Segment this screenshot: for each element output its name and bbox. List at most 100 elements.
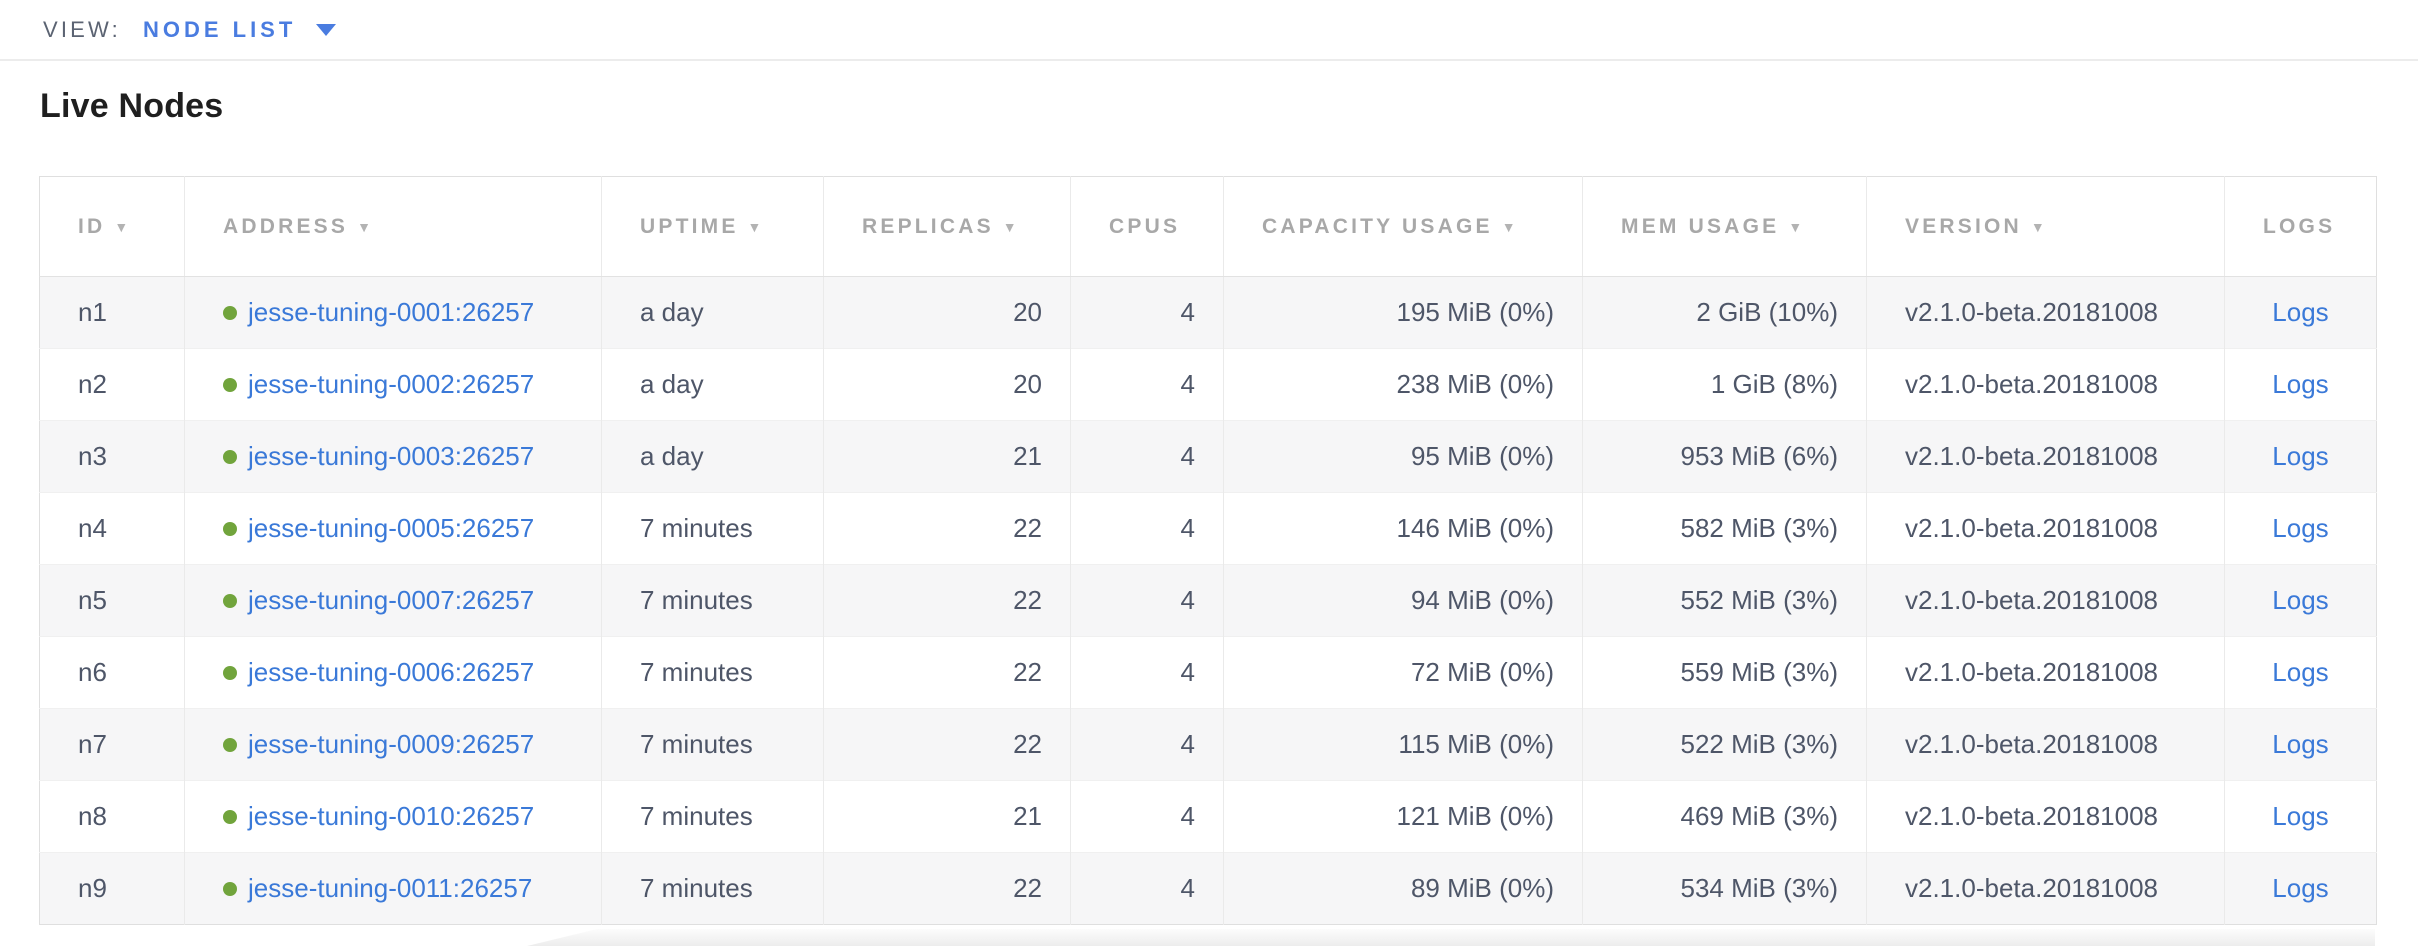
version-cell: v2.1.0-beta.20181008 [1866, 420, 2225, 493]
logs-link[interactable]: Logs [2272, 369, 2329, 399]
cpus-cell: 4 [1070, 564, 1224, 637]
logs-cell: Logs [2224, 492, 2377, 565]
column-header-id[interactable]: ID ▼ [39, 176, 185, 277]
mem-usage-cell: 2 GiB (10%) [1582, 276, 1867, 349]
uptime-cell: 7 minutes [601, 708, 824, 781]
node-live-status-icon [223, 737, 237, 752]
logs-cell: Logs [2224, 708, 2377, 781]
cpus-cell: 4 [1070, 780, 1224, 853]
uptime-cell: 7 minutes [601, 636, 824, 709]
sort-arrow-icon: ▼ [114, 218, 132, 235]
column-header-logs: LOGS [2224, 176, 2377, 277]
column-header-address[interactable]: ADDRESS ▼ [184, 176, 602, 277]
sort-arrow-icon: ▼ [747, 218, 765, 235]
node-id-cell: n1 [39, 276, 185, 349]
node-live-status-icon [223, 593, 237, 608]
version-cell: v2.1.0-beta.20181008 [1866, 564, 2225, 637]
uptime-cell: 7 minutes [601, 852, 824, 925]
table-row: n3 jesse-tuning-0003:26257 a day 21 4 95… [39, 420, 2377, 493]
mem-usage-cell: 534 MiB (3%) [1582, 852, 1867, 925]
bottom-edge-shadow [527, 929, 2375, 946]
capacity-usage-cell: 95 MiB (0%) [1223, 420, 1583, 493]
replicas-cell: 22 [823, 708, 1071, 781]
replicas-cell: 22 [823, 564, 1071, 637]
node-live-status-icon [223, 665, 237, 680]
view-selected-value[interactable]: NODE LIST [142, 16, 297, 42]
node-address-link[interactable]: jesse-tuning-0001:26257 [248, 297, 535, 327]
mem-usage-cell: 552 MiB (3%) [1582, 564, 1867, 637]
table-row: n6 jesse-tuning-0006:26257 7 minutes 22 … [39, 636, 2377, 709]
capacity-usage-cell: 238 MiB (0%) [1223, 348, 1583, 421]
node-address-cell: jesse-tuning-0002:26257 [184, 348, 602, 421]
uptime-cell: 7 minutes [601, 564, 824, 637]
node-id-cell: n9 [39, 852, 185, 925]
sort-arrow-icon: ▼ [1501, 218, 1519, 235]
uptime-cell: a day [601, 420, 824, 493]
node-address-link[interactable]: jesse-tuning-0009:26257 [248, 729, 535, 759]
logs-link[interactable]: Logs [2272, 873, 2329, 903]
replicas-cell: 20 [823, 348, 1071, 421]
node-live-status-icon [223, 377, 237, 392]
live-nodes-table: ID ▼ ADDRESS ▼ UPTIME ▼ REPLICAS ▼ CPUS [39, 176, 2418, 925]
uptime-cell: a day [601, 348, 824, 421]
logs-cell: Logs [2224, 852, 2377, 925]
logs-cell: Logs [2224, 420, 2377, 493]
logs-link[interactable]: Logs [2272, 801, 2329, 831]
node-address-link[interactable]: jesse-tuning-0005:26257 [248, 513, 535, 543]
node-address-link[interactable]: jesse-tuning-0002:26257 [248, 369, 535, 399]
mem-usage-cell: 522 MiB (3%) [1582, 708, 1867, 781]
cpus-cell: 4 [1070, 636, 1224, 709]
sort-arrow-icon: ▼ [357, 218, 375, 235]
replicas-cell: 22 [823, 492, 1071, 565]
node-address-cell: jesse-tuning-0001:26257 [184, 276, 602, 349]
version-cell: v2.1.0-beta.20181008 [1866, 780, 2225, 853]
view-bar: VIEW: NODE LIST [0, 0, 2418, 61]
logs-link[interactable]: Logs [2272, 513, 2329, 543]
node-address-link[interactable]: jesse-tuning-0003:26257 [248, 441, 535, 471]
logs-link[interactable]: Logs [2272, 441, 2329, 471]
cpus-cell: 4 [1070, 708, 1224, 781]
column-header-capacity-usage[interactable]: CAPACITY USAGE ▼ [1223, 176, 1583, 277]
mem-usage-cell: 469 MiB (3%) [1582, 780, 1867, 853]
mem-usage-cell: 1 GiB (8%) [1582, 348, 1867, 421]
node-id-cell: n5 [39, 564, 185, 637]
sort-arrow-icon: ▼ [1002, 218, 1020, 235]
column-header-version[interactable]: VERSION ▼ [1866, 176, 2225, 277]
logs-link[interactable]: Logs [2272, 297, 2329, 327]
node-address-link[interactable]: jesse-tuning-0011:26257 [248, 873, 533, 903]
column-header-uptime[interactable]: UPTIME ▼ [601, 176, 824, 277]
capacity-usage-cell: 72 MiB (0%) [1223, 636, 1583, 709]
uptime-cell: 7 minutes [601, 780, 824, 853]
view-selector-dropdown[interactable]: NODE LIST [142, 16, 337, 43]
column-header-mem-usage[interactable]: MEM USAGE ▼ [1582, 176, 1867, 277]
uptime-cell: a day [601, 276, 824, 349]
capacity-usage-cell: 121 MiB (0%) [1223, 780, 1583, 853]
logs-cell: Logs [2224, 780, 2377, 853]
column-header-replicas[interactable]: REPLICAS ▼ [823, 176, 1071, 277]
node-address-cell: jesse-tuning-0007:26257 [184, 564, 602, 637]
node-address-cell: jesse-tuning-0006:26257 [184, 636, 602, 709]
uptime-cell: 7 minutes [601, 492, 824, 565]
table-row: n8 jesse-tuning-0010:26257 7 minutes 21 … [39, 780, 2377, 853]
table-row: n2 jesse-tuning-0002:26257 a day 20 4 23… [39, 348, 2377, 421]
live-nodes-page: Live Nodes ID ▼ ADDRESS ▼ UPTIME ▼ [0, 61, 2418, 925]
node-live-status-icon [223, 305, 237, 320]
table-body: n1 jesse-tuning-0001:26257 a day 20 4 19… [39, 276, 2377, 925]
node-address-cell: jesse-tuning-0003:26257 [184, 420, 602, 493]
logs-link[interactable]: Logs [2272, 729, 2329, 759]
version-cell: v2.1.0-beta.20181008 [1866, 636, 2225, 709]
node-address-link[interactable]: jesse-tuning-0010:26257 [248, 801, 535, 831]
version-cell: v2.1.0-beta.20181008 [1866, 276, 2225, 349]
node-live-status-icon [223, 521, 237, 536]
mem-usage-cell: 953 MiB (6%) [1582, 420, 1867, 493]
mem-usage-cell: 582 MiB (3%) [1582, 492, 1867, 565]
mem-usage-cell: 559 MiB (3%) [1582, 636, 1867, 709]
logs-link[interactable]: Logs [2272, 585, 2329, 615]
node-id-cell: n2 [39, 348, 185, 421]
node-address-cell: jesse-tuning-0005:26257 [184, 492, 602, 565]
node-address-link[interactable]: jesse-tuning-0006:26257 [248, 657, 535, 687]
logs-link[interactable]: Logs [2272, 657, 2329, 687]
sort-arrow-icon: ▼ [1788, 218, 1806, 235]
logs-cell: Logs [2224, 636, 2377, 709]
node-address-link[interactable]: jesse-tuning-0007:26257 [248, 585, 535, 615]
